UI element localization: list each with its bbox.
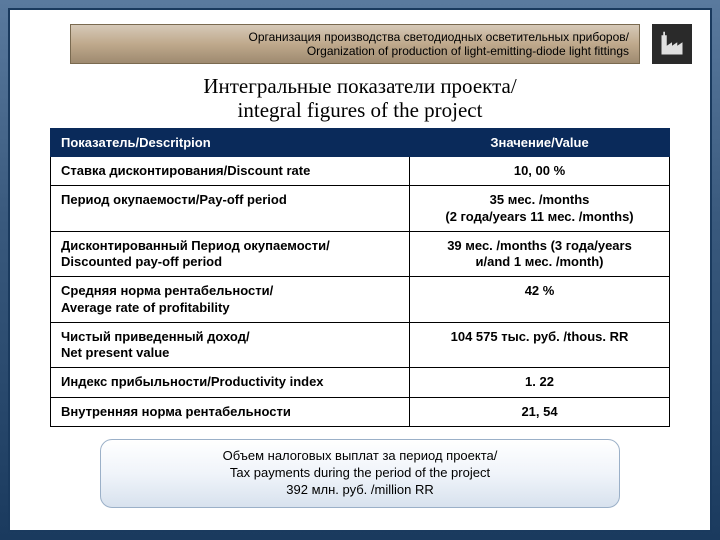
table-header-row: Показатель/Descritpion Значение/Value [51,129,670,157]
title-line2: integral figures of the project [10,98,710,122]
table-row: Дисконтированный Период окупаемости/ Dis… [51,231,670,277]
slide-canvas: Организация производства светодиодных ос… [8,8,712,532]
table-row: Средняя норма рентабельности/ Average ra… [51,277,670,323]
cell-description: Период окупаемости/Pay-off period [51,186,410,232]
title-line1: Интегральные показатели проекта/ [10,74,710,98]
table-row: Чистый приведенный доход/ Net present va… [51,322,670,368]
logo-box [652,24,692,64]
table-body: Ставка дисконтирования/Discount rate10, … [51,157,670,427]
cell-description: Ставка дисконтирования/Discount rate [51,157,410,186]
cell-description: Дисконтированный Период окупаемости/ Dis… [51,231,410,277]
cell-value: 104 575 тыс. руб. /thous. RR [410,322,670,368]
table-row: Период окупаемости/Pay-off period35 мес.… [51,186,670,232]
slide-title: Интегральные показатели проекта/ integra… [10,74,710,122]
metrics-table-wrap: Показатель/Descritpion Значение/Value Ст… [50,128,670,427]
table-row: Ставка дисконтирования/Discount rate10, … [51,157,670,186]
cell-value: 10, 00 % [410,157,670,186]
header-bar: Организация производства светодиодных ос… [70,24,640,64]
cell-value: 1. 22 [410,368,670,397]
cell-value: 21, 54 [410,397,670,426]
header-line1: Организация производства светодиодных ос… [249,30,630,44]
cell-value: 39 мес. /months (3 года/years и/and 1 ме… [410,231,670,277]
cell-description: Внутренняя норма рентабельности [51,397,410,426]
col-description: Показатель/Descritpion [51,129,410,157]
metrics-table: Показатель/Descritpion Значение/Value Ст… [50,128,670,427]
footer-line3: 392 млн. руб. /million RR [113,482,607,499]
cell-description: Средняя норма рентабельности/ Average ra… [51,277,410,323]
table-row: Индекс прибыльности/Productivity index1.… [51,368,670,397]
factory-icon [658,30,686,58]
table-row: Внутренняя норма рентабельности21, 54 [51,397,670,426]
cell-value: 35 мес. /months (2 года/years 11 мес. /m… [410,186,670,232]
col-value: Значение/Value [410,129,670,157]
footer-line1: Объем налоговых выплат за период проекта… [113,448,607,465]
footer-line2: Tax payments during the period of the pr… [113,465,607,482]
cell-description: Чистый приведенный доход/ Net present va… [51,322,410,368]
cell-value: 42 % [410,277,670,323]
footer-callout: Объем налоговых выплат за период проекта… [100,439,620,508]
header-line2: Organization of production of light-emit… [249,44,630,58]
cell-description: Индекс прибыльности/Productivity index [51,368,410,397]
